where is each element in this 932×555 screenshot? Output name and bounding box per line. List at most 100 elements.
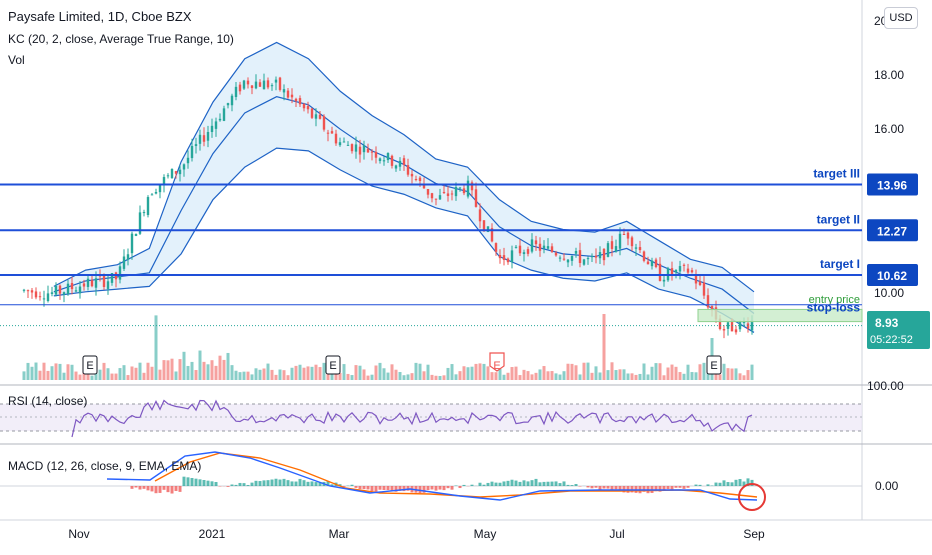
volume-bar <box>523 370 526 380</box>
countdown-timer: 05:22:52 <box>870 334 913 346</box>
volume-bar <box>207 364 210 380</box>
candle-body <box>431 193 433 198</box>
macd-bar <box>459 486 462 488</box>
candle-body <box>579 250 581 263</box>
volume-bar <box>515 367 518 380</box>
macd-bar <box>155 486 158 493</box>
stop-loss-label: stop-loss <box>807 301 861 315</box>
macd-bar <box>483 485 486 486</box>
volume-bar <box>255 368 258 380</box>
macd-bar <box>211 481 214 486</box>
kc-indicator-label[interactable]: KC (20, 2, close, Average True Range, 10… <box>8 32 234 46</box>
volume-bar <box>143 373 146 380</box>
volume-bar <box>115 374 118 380</box>
candle-body <box>47 293 49 301</box>
candle-body <box>619 234 621 249</box>
volume-bar <box>75 372 78 380</box>
volume-indicator-label[interactable]: Vol <box>8 53 25 67</box>
earnings-marker[interactable]: E <box>326 356 340 374</box>
macd-bar <box>511 480 514 486</box>
candle-body <box>439 195 441 199</box>
candle-body <box>599 252 601 258</box>
volume-bar <box>435 376 438 380</box>
volume-bar <box>455 374 458 380</box>
candle-body <box>283 89 285 92</box>
volume-bar <box>571 364 574 380</box>
candle-body <box>367 149 369 153</box>
candle-body <box>547 246 549 249</box>
candle-body <box>583 259 585 264</box>
macd-bar <box>455 485 458 486</box>
macd-bar <box>731 482 734 486</box>
candle-body <box>79 287 81 294</box>
volume-bar <box>347 374 350 380</box>
macd-bar <box>699 485 702 486</box>
candle-body <box>299 98 301 104</box>
candle-body <box>255 82 257 89</box>
volume-bar <box>151 367 154 380</box>
volume-bar <box>299 365 302 380</box>
candle-body <box>419 178 421 181</box>
volume-bar <box>219 356 222 380</box>
macd-bar <box>199 479 202 486</box>
volume-bar <box>107 368 110 380</box>
macd-bar <box>707 484 710 486</box>
macd-bar <box>439 486 442 490</box>
earnings-marker[interactable]: E <box>707 356 721 374</box>
rsi-title: RSI (14, close) <box>8 394 87 408</box>
candle-body <box>291 95 293 98</box>
volume-bar <box>655 363 658 380</box>
volume-bar <box>671 365 674 380</box>
candle-body <box>155 192 157 194</box>
candle-body <box>447 193 449 196</box>
earnings-marker[interactable]: E <box>490 353 504 372</box>
candle-body <box>539 244 541 251</box>
macd-bar <box>167 486 170 492</box>
candle-body <box>635 247 637 248</box>
volume-bar <box>31 367 34 380</box>
macd-axis-label: 0.00 <box>875 479 899 493</box>
volume-bar <box>179 359 182 380</box>
candle-body <box>71 283 73 289</box>
macd-bar <box>367 486 370 489</box>
candle-body <box>459 188 461 189</box>
candle-body <box>671 268 673 274</box>
volume-bar <box>51 366 54 380</box>
candle-body <box>271 85 273 86</box>
candle-body <box>119 266 121 279</box>
macd-bar <box>163 486 166 490</box>
macd-bar <box>491 482 494 486</box>
macd-bar <box>231 484 234 486</box>
volume-bar <box>647 374 650 380</box>
candle-body <box>91 280 93 286</box>
earnings-marker[interactable]: E <box>83 356 97 374</box>
volume-bar <box>407 374 410 380</box>
volume-bar <box>551 371 554 380</box>
volume-bar <box>603 314 606 380</box>
macd-bar <box>751 480 754 486</box>
macd-bar <box>531 480 534 486</box>
volume-bar <box>167 360 170 380</box>
volume-bar <box>131 366 134 380</box>
candle-body <box>603 249 605 260</box>
macd-bar <box>551 482 554 486</box>
candle-body <box>631 237 633 246</box>
volume-bar <box>667 367 670 380</box>
volume-bar <box>475 364 478 380</box>
candle-body <box>27 290 29 291</box>
candle-body <box>175 171 177 174</box>
currency-button[interactable]: USD <box>884 7 918 29</box>
volume-bar <box>243 372 246 380</box>
candle-body <box>167 175 169 176</box>
candle-body <box>575 251 577 254</box>
macd-bar <box>371 486 374 491</box>
volume-bar <box>359 366 362 380</box>
macd-bar <box>279 480 282 486</box>
macd-bar <box>563 481 566 486</box>
macd-bar <box>487 483 490 486</box>
macd-bar <box>203 480 206 486</box>
macd-bar <box>207 481 210 486</box>
macd-bar <box>363 486 366 489</box>
